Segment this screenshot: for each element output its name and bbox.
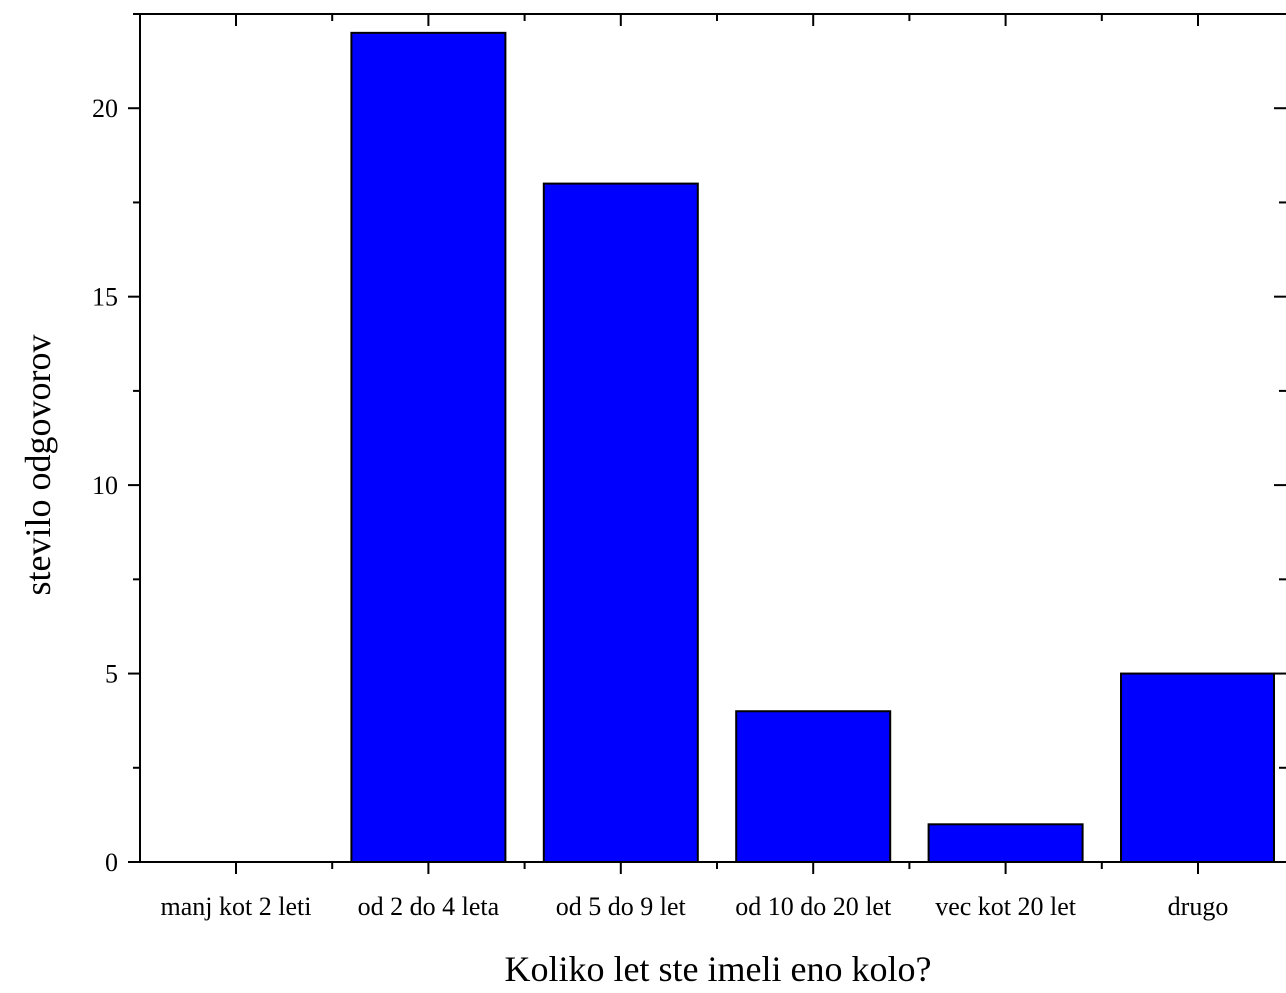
- bar-3: [735, 710, 892, 863]
- bar-2: [542, 182, 699, 864]
- x-category-label: od 10 do 20 let: [735, 892, 892, 921]
- x-category-label: drugo: [1168, 892, 1229, 921]
- y-tick-label: 5: [105, 660, 118, 689]
- y-tick-label: 15: [92, 283, 118, 312]
- x-category-label: vec kot 20 let: [935, 892, 1077, 921]
- bar-1: [350, 31, 507, 864]
- bar-4: [927, 823, 1084, 863]
- y-tick-label: 20: [92, 94, 118, 123]
- y-tick-label: 0: [105, 848, 118, 877]
- bars-group: [350, 31, 1275, 864]
- x-category-label: manj kot 2 leti: [161, 892, 312, 921]
- y-tick-label: 10: [92, 471, 118, 500]
- x-axis-title: Koliko let ste imeli eno kolo?: [505, 949, 932, 988]
- x-category-label: od 2 do 4 leta: [358, 892, 500, 921]
- x-category-label: od 5 do 9 let: [556, 892, 687, 921]
- y-axis-title: stevilo odgovorov: [18, 335, 58, 596]
- y-axis-ticks: 0 5 10 15 20: [92, 13, 1286, 877]
- x-axis-ticks: manj kot 2 leti od 2 do 4 leta od 5 do 9 l…: [161, 14, 1229, 921]
- plot-frame: [139, 13, 1286, 863]
- bar-5: [1120, 672, 1275, 863]
